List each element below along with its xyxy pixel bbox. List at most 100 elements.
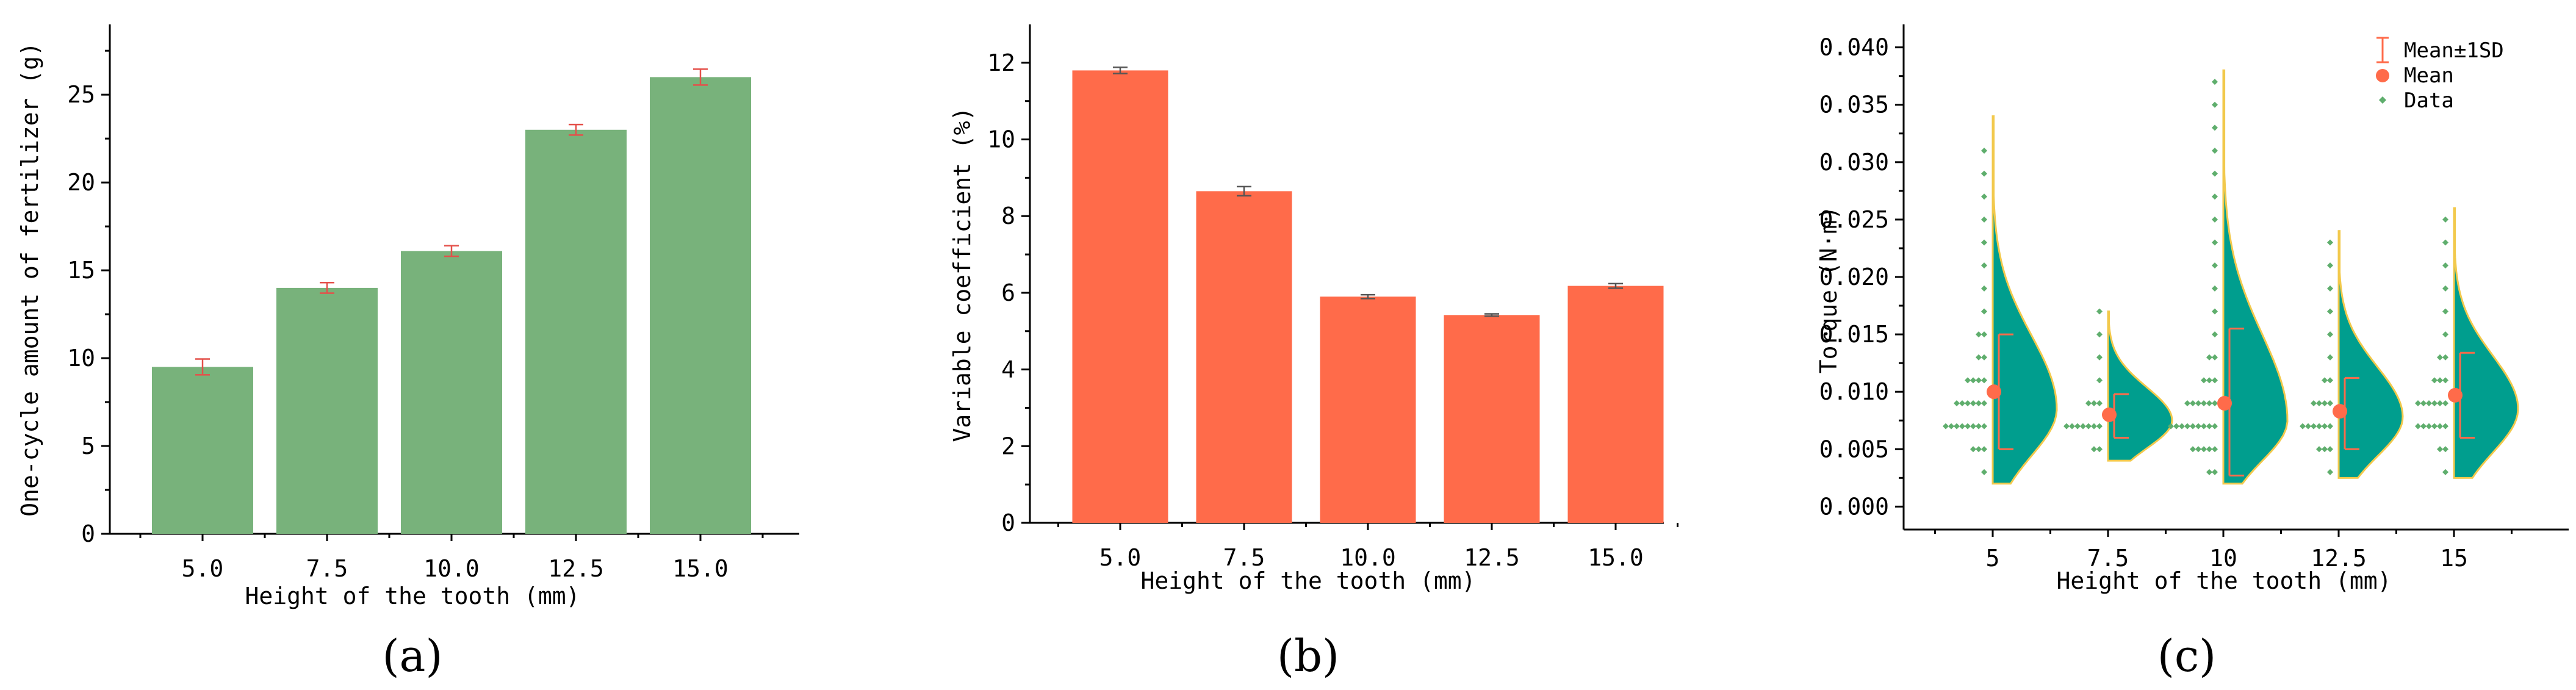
panel-a-errorbar-5.0: [195, 358, 210, 376]
panel-a-y-tick-label: 25: [67, 81, 95, 108]
data-point: [2206, 446, 2212, 453]
panel-b-bar-12.5: [1444, 315, 1540, 523]
data-point: [2311, 423, 2317, 429]
data-point: [2173, 423, 2179, 429]
data-point: [2327, 377, 2333, 384]
panel-a-y-tick-label: 5: [81, 433, 95, 459]
legend-data-symbol: [2379, 96, 2386, 104]
data-point: [2201, 400, 2207, 406]
data-point: [1981, 239, 1987, 246]
data-point: [2212, 423, 2218, 429]
data-point: [2206, 400, 2212, 406]
data-point: [2442, 331, 2448, 338]
data-point: [1965, 400, 1971, 406]
data-point: [2442, 239, 2448, 246]
violin-group-15: [2415, 207, 2519, 479]
data-point: [2212, 216, 2218, 223]
panel-b-bar-chart: 0 2 4 6 8 10 12 5.0 7.5 10.0 12.5 15.0 Variable co…: [949, 24, 1678, 681]
panel-b-bar-15.0: [1567, 286, 1664, 523]
data-point: [2212, 400, 2218, 406]
data-point: [2184, 423, 2190, 429]
data-point: [2327, 308, 2333, 315]
data-point: [2190, 446, 2196, 453]
data-point: [1970, 446, 1976, 453]
panel-a-x-tick-label: 12.5: [548, 555, 604, 582]
data-point: [1981, 216, 1987, 223]
mean-point-12.5: [2333, 404, 2347, 419]
data-point: [1959, 400, 1965, 406]
data-point: [1943, 423, 1949, 429]
panel-c-y-tick-label: 0.020: [1819, 264, 1889, 290]
panel-c-y-tick-label: 0.015: [1819, 321, 1889, 348]
data-point: [2322, 446, 2328, 453]
data-point: [2096, 446, 2103, 453]
panel-c-y-tick-label: 0.000: [1819, 493, 1889, 520]
data-point: [2206, 423, 2212, 429]
data-point: [2091, 446, 2097, 453]
panel-b-x-tick-label: 7.5: [1223, 544, 1265, 571]
data-point: [1981, 193, 1987, 200]
data-point: [2206, 354, 2212, 361]
panel-a-y-tick-label: 0: [81, 520, 95, 547]
panel-c-x-tick-label: 12.5: [2311, 545, 2367, 572]
panel-a-x-axis-label: Height of the tooth (mm): [245, 583, 580, 609]
violin-group-7.5: [2063, 308, 2173, 462]
data-point: [2096, 331, 2103, 338]
data-point: [1981, 285, 1987, 292]
mean-point-10: [2217, 396, 2232, 411]
data-point: [2431, 400, 2437, 406]
panel-c-label: (c): [2157, 630, 2217, 681]
data-point: [2437, 354, 2443, 361]
panel-b-bar-7.5: [1196, 191, 1292, 523]
panel-b-y-tick-label: 2: [1001, 433, 1015, 459]
data-point: [1981, 354, 1987, 361]
data-point: [2327, 239, 2333, 246]
data-point: [2305, 423, 2311, 429]
panel-b-y-tick-label: 8: [1001, 203, 1015, 229]
data-point: [2212, 193, 2218, 200]
data-point: [2327, 331, 2333, 338]
panel-b-errorbar-12.5: [1484, 313, 1499, 317]
data-point: [2327, 446, 2333, 453]
data-point: [2327, 423, 2333, 429]
data-point: [2431, 377, 2437, 384]
data-point: [2195, 400, 2201, 406]
data-point: [2212, 446, 2218, 453]
panel-b-label: (b): [1277, 630, 1339, 681]
panel-a-y-tick-label: 15: [67, 257, 95, 284]
panel-b-errorbar-5.0: [1113, 66, 1128, 74]
panel-b-y-tick-label: 0: [1001, 509, 1015, 536]
panel-a-x-tick-label: 10.0: [423, 555, 480, 582]
panel-c-x-tick-label: 7.5: [2087, 545, 2129, 572]
data-point: [2420, 400, 2427, 406]
data-point: [2327, 469, 2333, 475]
data-point: [2096, 377, 2103, 384]
legend-sd-symbol: [2376, 37, 2389, 63]
data-point: [1976, 354, 1982, 361]
data-point: [2096, 400, 2103, 406]
data-point: [2322, 423, 2328, 429]
data-point: [2316, 400, 2322, 406]
data-point: [2212, 285, 2218, 292]
panel-a-bar-chart: 0 5 10 15 20 25 5.0 7.5 10.0 12.5 15.0 One-cycle …: [16, 24, 799, 681]
legend-data-label: Data: [2404, 88, 2454, 113]
data-point: [1981, 308, 1987, 315]
data-point: [1976, 400, 1982, 406]
data-point: [2212, 377, 2218, 384]
data-point: [2069, 423, 2075, 429]
panel-c-y-tick-label: 0.035: [1819, 92, 1889, 118]
data-point: [2206, 377, 2212, 384]
violin-group-12.5: [2300, 230, 2404, 479]
data-point: [2212, 148, 2218, 154]
data-point: [2206, 469, 2212, 475]
data-point: [1948, 423, 1954, 429]
data-point: [2085, 400, 2092, 406]
panel-b-errorbar-15.0: [1608, 282, 1623, 289]
data-point: [2212, 331, 2218, 338]
data-point: [2415, 400, 2421, 406]
data-point: [2327, 354, 2333, 361]
data-point: [1976, 446, 1982, 453]
data-point: [1981, 170, 1987, 177]
data-point: [2195, 446, 2201, 453]
data-point: [2096, 354, 2103, 361]
